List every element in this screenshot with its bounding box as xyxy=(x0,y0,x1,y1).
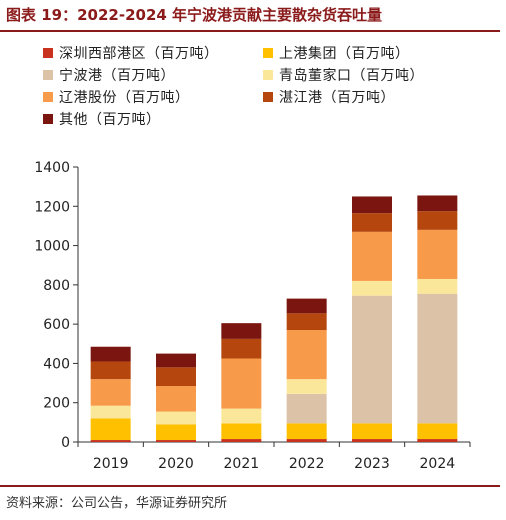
legend-swatch xyxy=(263,48,273,58)
legend-swatch xyxy=(43,70,53,80)
legend-label: 青岛董家口（百万吨） xyxy=(279,68,424,84)
bar-segment xyxy=(286,298,327,314)
chart-title: 图表 19：2022-2024 年宁波港贡献主要散杂货吞吐量 xyxy=(6,6,383,24)
legend-label: 宁波港（百万吨） xyxy=(59,68,175,84)
bar-segment xyxy=(352,231,392,281)
source-note: 资料来源：公司公告，华源证券研究所 xyxy=(6,496,228,511)
bar-segment xyxy=(221,338,262,359)
x-tick-label: 2021 xyxy=(224,456,260,472)
legend-label: 湛江港（百万吨） xyxy=(279,90,395,106)
y-tick-label: 1200 xyxy=(34,199,70,215)
x-tick-label: 2023 xyxy=(354,456,390,472)
legend-label: 辽港股份（百万吨） xyxy=(59,90,190,106)
bar-segment xyxy=(221,439,262,442)
y-tick-label: 200 xyxy=(43,396,70,412)
bar-segment xyxy=(156,353,196,368)
legend-swatch xyxy=(263,92,273,102)
legend-swatch xyxy=(263,70,273,80)
legend-label: 其他（百万吨） xyxy=(59,112,161,128)
bar-segment xyxy=(156,367,196,387)
bar-segment xyxy=(221,408,262,424)
bar-segment xyxy=(352,213,392,232)
bar-segment xyxy=(417,293,458,424)
legend-swatch xyxy=(43,114,53,124)
bar-segment xyxy=(417,195,458,212)
legend-label: 上港集团（百万吨） xyxy=(279,46,410,62)
legend-swatch xyxy=(43,92,53,102)
bar-segment xyxy=(221,358,262,409)
y-tick-label: 400 xyxy=(43,356,70,372)
y-tick-label: 1000 xyxy=(34,239,70,255)
x-tick-label: 2020 xyxy=(158,456,194,472)
bar-segment xyxy=(417,211,458,230)
bar-segment xyxy=(156,411,196,425)
legend-swatch xyxy=(43,48,53,58)
bar-segment xyxy=(352,423,392,440)
x-tick-label: 2019 xyxy=(93,456,129,472)
bar-segment xyxy=(417,229,458,279)
bar-segment xyxy=(286,423,327,440)
title-divider xyxy=(0,30,500,32)
bar-segment xyxy=(352,295,392,424)
legend-label: 深圳西部港区（百万吨） xyxy=(59,46,219,62)
bar-segment xyxy=(156,424,196,441)
bar-segment xyxy=(352,280,392,296)
bar-segment xyxy=(90,361,131,380)
legend-item-ningbo: 宁波港（百万吨） xyxy=(43,65,175,85)
bar-segment xyxy=(90,379,131,406)
bar-segment xyxy=(352,439,392,442)
bar-segment xyxy=(90,405,131,419)
y-tick-label: 1400 xyxy=(34,160,70,176)
bar-segment xyxy=(156,440,196,442)
legend-item-qingdao-dongjiakou: 青岛董家口（百万吨） xyxy=(263,65,424,85)
bar-segment xyxy=(417,439,458,442)
bar-segment xyxy=(417,278,458,294)
bar-segment xyxy=(286,393,327,424)
stacked-bar-chart: 0 200 400 600 800 1000 1200 1400 2019 2020 2021 202… xyxy=(34,160,471,472)
bar-segment xyxy=(90,418,131,441)
bar-segment xyxy=(286,439,327,442)
legend-item-others: 其他（百万吨） xyxy=(43,109,161,129)
bar-segment xyxy=(286,379,327,394)
x-tick-label: 2022 xyxy=(289,456,325,472)
bar-segment xyxy=(90,346,131,362)
bar-segment xyxy=(286,313,327,331)
footer-divider xyxy=(0,485,500,487)
legend-item-liaoning-port: 辽港股份（百万吨） xyxy=(43,87,190,107)
legend-item-sipg: 上港集团（百万吨） xyxy=(263,43,410,63)
legend-item-shenzhen-west: 深圳西部港区（百万吨） xyxy=(43,43,219,63)
bar-segment xyxy=(221,423,262,440)
bar-segment xyxy=(352,196,392,214)
bar-segment xyxy=(156,386,196,412)
y-tick-label: 600 xyxy=(43,317,70,333)
bar-segment xyxy=(286,330,327,380)
x-tick-label: 2024 xyxy=(420,456,456,472)
bar-segment xyxy=(221,323,262,339)
legend-item-zhanjiang: 湛江港（百万吨） xyxy=(263,87,395,107)
bar-segment xyxy=(90,440,131,442)
y-tick-label: 0 xyxy=(61,435,70,451)
bar-segment xyxy=(417,423,458,440)
y-tick-label: 800 xyxy=(43,278,70,294)
